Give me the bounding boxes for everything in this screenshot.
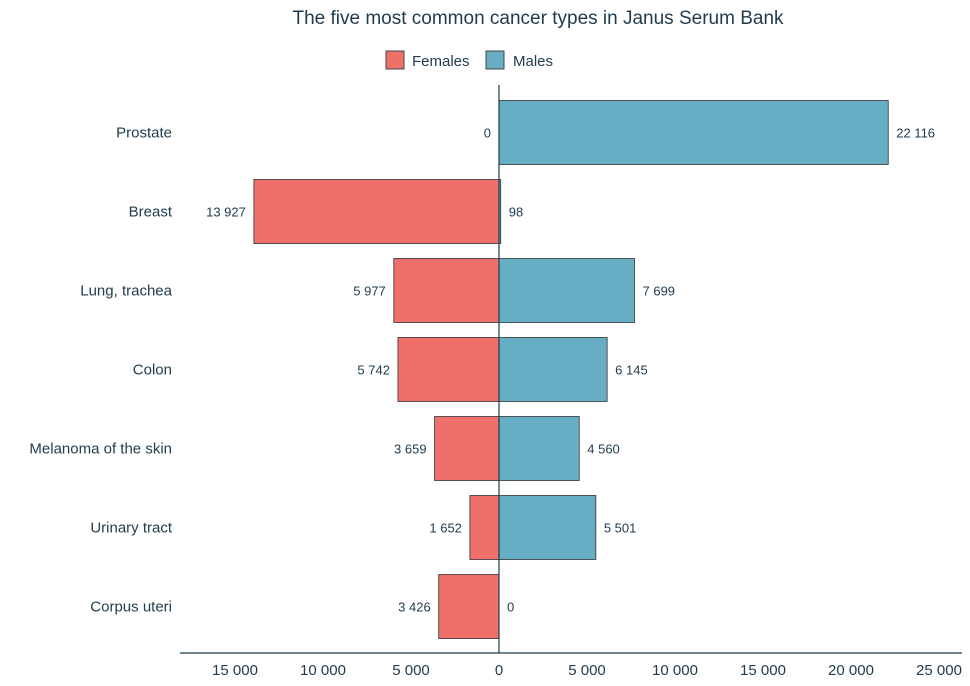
value-label-males-melanoma-of-the-skin: 4 560 xyxy=(587,442,620,457)
value-label-females-urinary-tract: 1 652 xyxy=(429,521,462,536)
bar-females-lung-trachea xyxy=(393,258,500,323)
bar-males-prostate xyxy=(498,100,889,165)
value-label-females-corpus-uteri: 3 426 xyxy=(398,600,431,615)
category-label-lung-trachea: Lung, trachea xyxy=(80,283,172,300)
value-labels: 0 22 116 13 927 98 5 977 7 699 5 742 6 145 3 659… xyxy=(206,126,935,615)
value-label-males-corpus-uteri: 0 xyxy=(507,600,514,615)
value-label-males-lung-trachea: 7 699 xyxy=(643,284,676,299)
value-label-males-prostate: 22 116 xyxy=(896,126,935,141)
bar-males-melanoma-of-the-skin xyxy=(498,416,580,481)
category-label-colon: Colon xyxy=(133,362,172,379)
legend: Females Males xyxy=(385,50,553,70)
category-labels: Prostate Breast Lung, trachea Colon Melanoma… xyxy=(29,125,172,616)
bar-females-corpus-uteri xyxy=(438,574,500,639)
x-tick-label: 10 000 xyxy=(652,662,698,679)
x-tick-label: 15 000 xyxy=(740,662,786,679)
x-tick-label: 20 000 xyxy=(828,662,874,679)
x-tick-label: 5 000 xyxy=(568,662,606,679)
bars-group xyxy=(253,100,889,639)
x-tick-label: 15 000 xyxy=(212,662,258,679)
bar-males-urinary-tract xyxy=(498,495,597,560)
bar-males-colon xyxy=(498,337,608,402)
legend-swatch-females xyxy=(385,50,405,70)
bar-males-lung-trachea xyxy=(498,258,635,323)
bar-females-breast xyxy=(253,179,500,244)
value-label-females-breast: 13 927 xyxy=(206,205,246,220)
x-tick-label: 5 000 xyxy=(392,662,430,679)
legend-swatch-males xyxy=(485,50,505,70)
value-label-males-urinary-tract: 5 501 xyxy=(604,521,637,536)
value-label-females-lung-trachea: 5 977 xyxy=(353,284,386,299)
category-label-melanoma-of-the-skin: Melanoma of the skin xyxy=(29,441,172,458)
bar-females-melanoma-of-the-skin xyxy=(434,416,500,481)
category-label-urinary-tract: Urinary tract xyxy=(90,520,173,537)
value-label-females-prostate: 0 xyxy=(484,126,491,141)
x-tick-label: 10 000 xyxy=(300,662,346,679)
value-label-males-colon: 6 145 xyxy=(615,363,648,378)
x-tick-label: 25 000 xyxy=(916,662,962,679)
x-tick-labels: 15 000 10 000 5 000 0 5 000 10 000 15 000 20 00… xyxy=(212,662,962,679)
value-label-females-colon: 5 742 xyxy=(357,363,390,378)
legend-label-females: Females xyxy=(412,53,470,70)
bar-females-urinary-tract xyxy=(469,495,500,560)
value-label-females-melanoma-of-the-skin: 3 659 xyxy=(394,442,427,457)
x-tick-label: 0 xyxy=(495,662,503,679)
category-label-prostate: Prostate xyxy=(116,125,172,142)
bar-females-colon xyxy=(397,337,500,402)
legend-label-males: Males xyxy=(513,53,553,70)
value-label-males-breast: 98 xyxy=(509,205,523,220)
chart-title: The five most common cancer types in Jan… xyxy=(292,8,784,29)
category-label-breast: Breast xyxy=(129,204,173,221)
category-label-corpus-uteri: Corpus uteri xyxy=(90,599,172,616)
